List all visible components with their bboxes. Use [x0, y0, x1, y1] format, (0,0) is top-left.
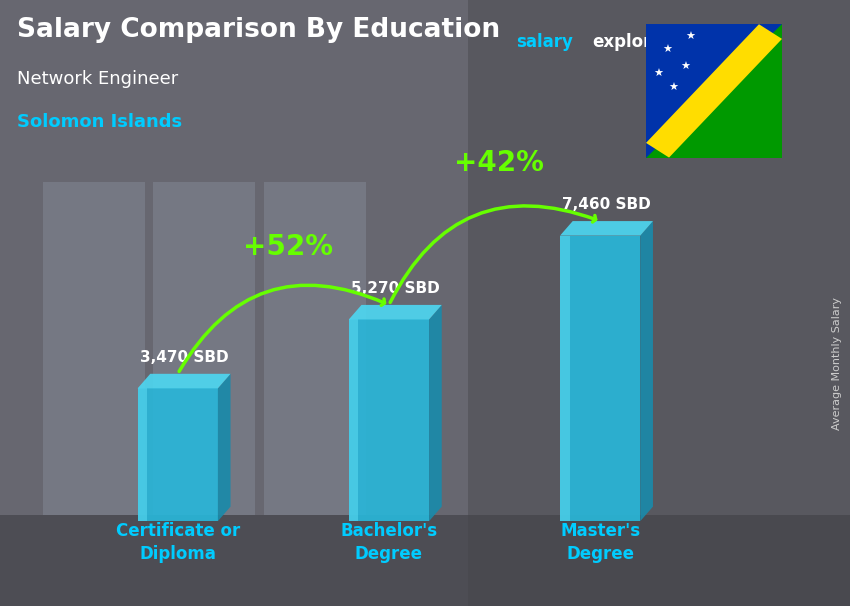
Text: Bachelor's
Degree: Bachelor's Degree: [340, 522, 438, 564]
Text: ★: ★: [685, 32, 695, 42]
Polygon shape: [646, 24, 782, 158]
Text: Average Monthly Salary: Average Monthly Salary: [832, 297, 842, 430]
Polygon shape: [560, 236, 570, 521]
Text: Solomon Islands: Solomon Islands: [16, 113, 182, 132]
Polygon shape: [640, 221, 653, 521]
Polygon shape: [138, 388, 218, 521]
Polygon shape: [646, 24, 782, 158]
Text: ★: ★: [663, 45, 672, 55]
Polygon shape: [138, 388, 147, 521]
Text: 3,470 SBD: 3,470 SBD: [139, 350, 229, 365]
Text: Salary Comparison By Education: Salary Comparison By Education: [16, 18, 500, 44]
Text: salary: salary: [517, 33, 574, 52]
Text: Master's
Degree: Master's Degree: [560, 522, 640, 564]
Polygon shape: [560, 236, 640, 521]
Text: ★: ★: [654, 68, 663, 78]
Polygon shape: [348, 319, 359, 521]
Bar: [0, 515, 850, 606]
Text: Certificate or
Diploma: Certificate or Diploma: [116, 522, 240, 564]
Text: explorer: explorer: [592, 33, 672, 52]
Polygon shape: [348, 319, 429, 521]
Text: ★: ★: [668, 83, 678, 93]
Polygon shape: [429, 305, 442, 521]
Bar: [264, 182, 366, 515]
Bar: [42, 182, 144, 515]
Bar: [468, 0, 850, 606]
Text: +52%: +52%: [242, 233, 332, 261]
Text: ★: ★: [681, 62, 690, 72]
Text: 5,270 SBD: 5,270 SBD: [351, 281, 439, 296]
Text: Network Engineer: Network Engineer: [16, 70, 178, 88]
Bar: [153, 182, 255, 515]
Text: 7,460 SBD: 7,460 SBD: [562, 197, 651, 212]
Polygon shape: [348, 305, 442, 319]
Polygon shape: [218, 374, 230, 521]
Text: +42%: +42%: [454, 149, 544, 177]
Polygon shape: [560, 221, 653, 236]
Polygon shape: [138, 374, 230, 388]
Text: .com: .com: [736, 33, 781, 52]
